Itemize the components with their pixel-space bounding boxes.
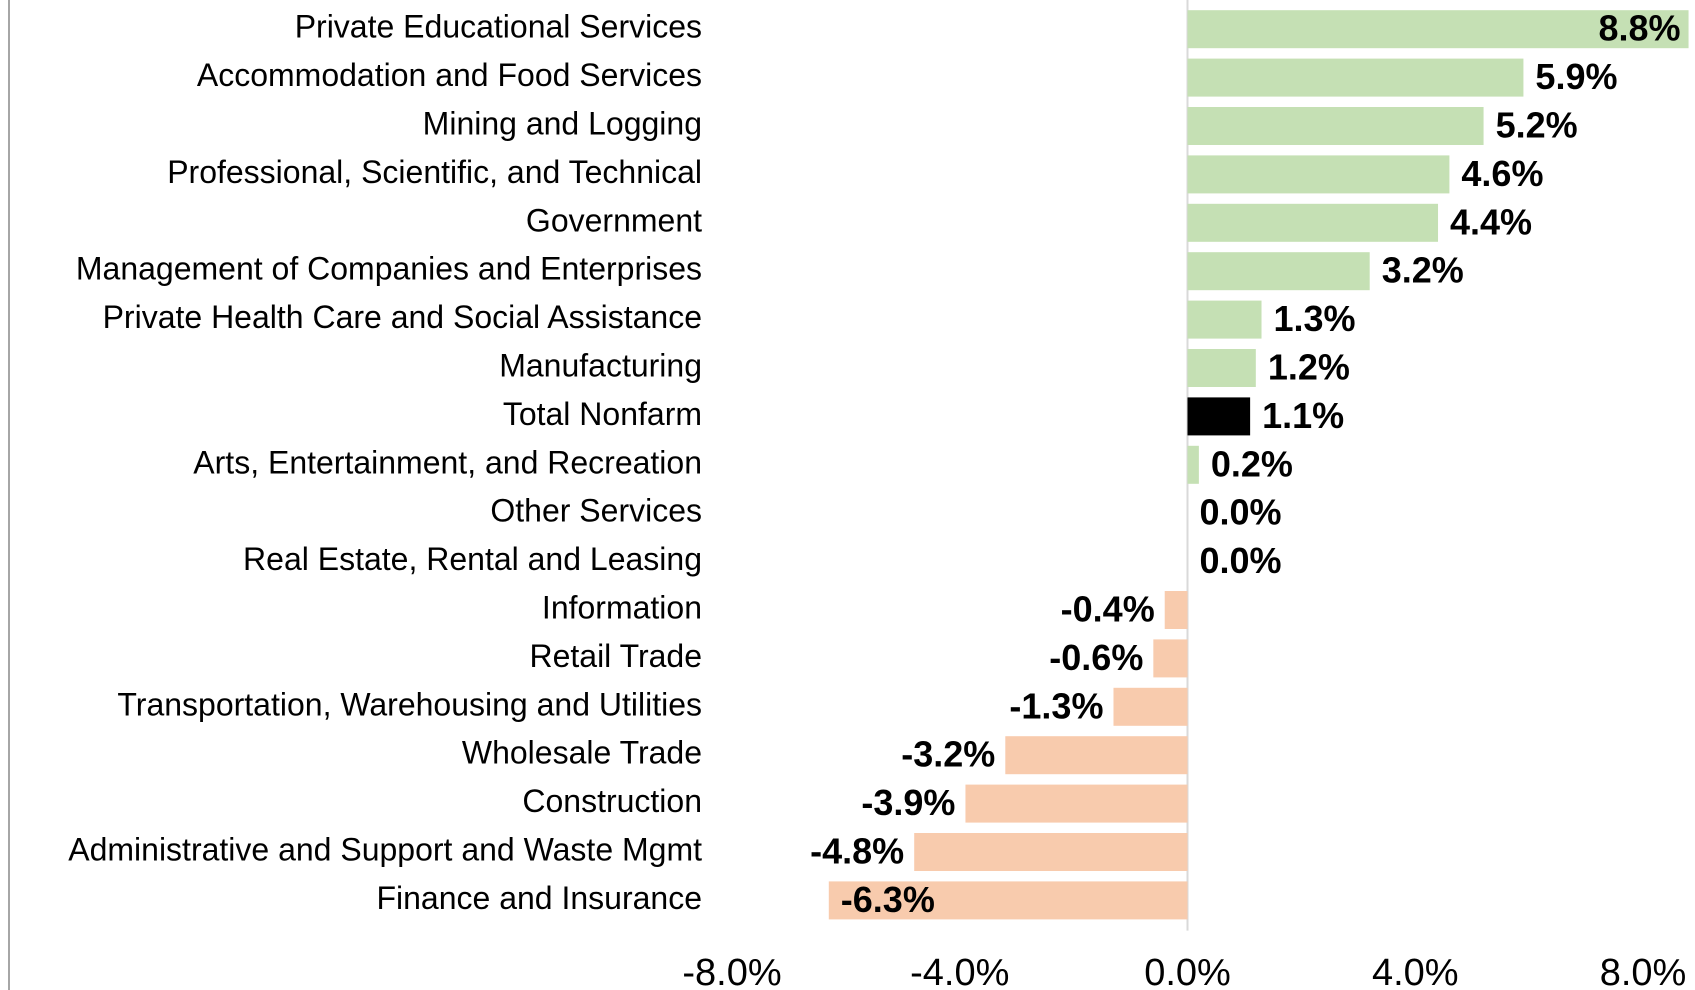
- category-label: Private Health Care and Social Assistanc…: [103, 299, 702, 335]
- x-tick-label: 0.0%: [1144, 952, 1231, 990]
- category-label: Government: [526, 202, 702, 238]
- value-label: 1.1%: [1262, 395, 1344, 436]
- bar: [1153, 639, 1188, 678]
- bar: [1164, 591, 1188, 629]
- bar: [1187, 300, 1262, 339]
- value-label: 5.9%: [1535, 56, 1617, 97]
- bar: [1187, 155, 1450, 194]
- category-label: Arts, Entertainment, and Recreation: [193, 444, 702, 480]
- category-label: Retail Trade: [529, 638, 702, 674]
- category-label: Administrative and Support and Waste Mgm…: [68, 831, 702, 867]
- category-label: Mining and Logging: [423, 105, 702, 141]
- value-label: -1.3%: [1009, 685, 1103, 726]
- value-label: 1.3%: [1274, 298, 1356, 339]
- value-label: -0.4%: [1061, 589, 1155, 630]
- value-label: 4.4%: [1450, 201, 1532, 242]
- value-label: -6.3%: [841, 879, 935, 920]
- category-label: Information: [542, 589, 702, 625]
- x-tick-label: -8.0%: [682, 952, 781, 990]
- bar: [1113, 687, 1188, 726]
- value-label: 0.0%: [1200, 492, 1282, 533]
- value-label: 8.8%: [1598, 8, 1680, 49]
- category-label: Management of Companies and Enterprises: [76, 251, 702, 287]
- bar: [1187, 445, 1199, 484]
- value-label: 0.0%: [1200, 540, 1282, 581]
- x-tick-label: 4.0%: [1372, 952, 1459, 990]
- value-label: -3.9%: [861, 782, 955, 823]
- bar: [1187, 10, 1689, 49]
- category-label: Construction: [522, 783, 702, 819]
- bar: [1187, 203, 1439, 242]
- bar: [1187, 397, 1251, 436]
- bar: [1005, 736, 1188, 775]
- bar: [965, 784, 1188, 823]
- category-label: Accommodation and Food Services: [197, 57, 702, 93]
- value-label: -0.6%: [1049, 637, 1143, 678]
- category-label: Wholesale Trade: [462, 735, 702, 771]
- value-label: 5.2%: [1496, 105, 1578, 146]
- value-label: 3.2%: [1382, 250, 1464, 291]
- bar: [914, 833, 1188, 871]
- value-label: 4.6%: [1461, 153, 1543, 194]
- category-label: Other Services: [490, 493, 702, 529]
- category-label: Professional, Scientific, and Technical: [167, 154, 702, 190]
- category-label: Manufacturing: [499, 347, 702, 383]
- bar: [1187, 58, 1524, 97]
- category-label: Total Nonfarm: [503, 396, 702, 432]
- value-label: -3.2%: [901, 734, 995, 775]
- x-tick-label: 8.0%: [1600, 952, 1687, 990]
- value-label: 0.2%: [1211, 443, 1293, 484]
- bar: [1187, 252, 1370, 291]
- value-label: -4.8%: [810, 831, 904, 872]
- category-label: Transportation, Warehousing and Utilitie…: [117, 686, 702, 722]
- bar: [828, 881, 1188, 920]
- category-label: Real Estate, Rental and Leasing: [243, 541, 702, 577]
- category-label: Finance and Insurance: [376, 880, 702, 916]
- value-label: 1.2%: [1268, 347, 1350, 388]
- bar: [1187, 349, 1256, 387]
- category-label: Private Educational Services: [295, 9, 702, 45]
- x-tick-label: -4.0%: [910, 952, 1009, 990]
- bar: [1187, 107, 1484, 145]
